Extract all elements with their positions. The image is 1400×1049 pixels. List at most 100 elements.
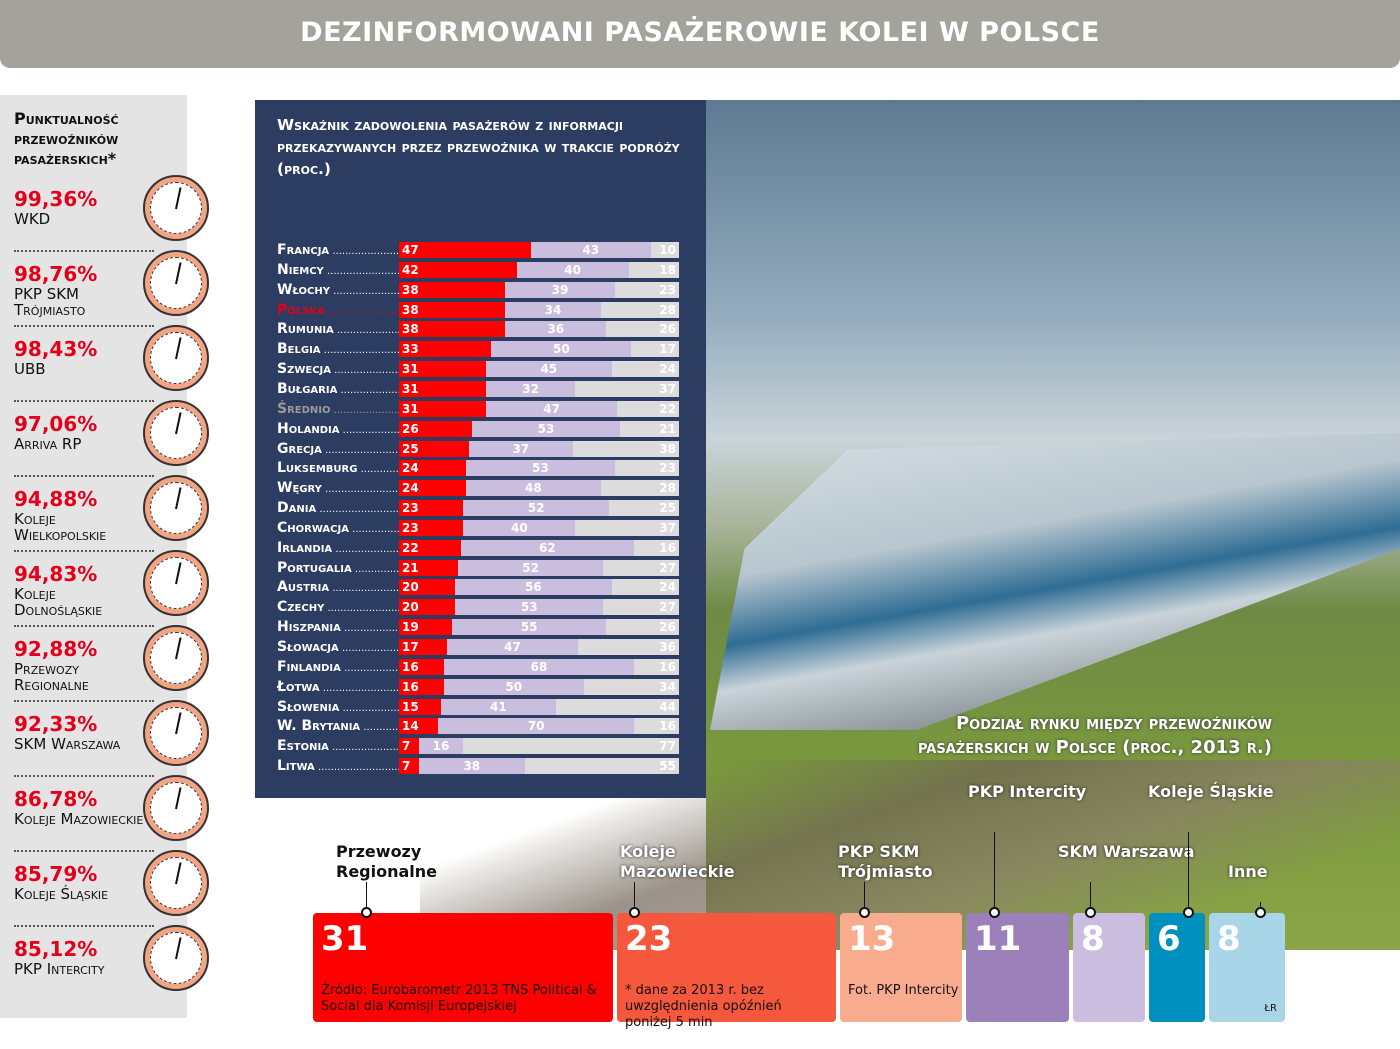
clock-icon bbox=[143, 250, 209, 316]
carrier-name: Arriva RP bbox=[14, 435, 82, 453]
bar-segment-3: 27 bbox=[603, 559, 679, 576]
carrier-name: Koleje Wielkopolskie bbox=[14, 510, 107, 544]
note-author: ŁR bbox=[1264, 1003, 1277, 1014]
market-share-title: Podział rynku między przewoźników pasaże… bbox=[917, 713, 1272, 758]
bar-segment-2: 62 bbox=[460, 539, 635, 556]
bar-row: Średnio314722 bbox=[255, 400, 706, 418]
punctuality-value: 94,88% bbox=[14, 487, 98, 511]
market-value: 11 bbox=[974, 919, 1022, 959]
bar-segment-2: 70 bbox=[438, 718, 635, 735]
bar-row: Polska383428 bbox=[255, 301, 706, 319]
category-label: Słowenia bbox=[277, 698, 399, 718]
bar-segment-2: 50 bbox=[491, 341, 632, 358]
punctuality-item: 92,88% Przewozy Regionalne bbox=[0, 625, 220, 712]
clock-icon bbox=[143, 175, 209, 241]
bar-row: Finlandia166816 bbox=[255, 658, 706, 676]
bar-segment-2: 45 bbox=[485, 361, 612, 378]
bar-row: Luksemburg245323 bbox=[255, 459, 706, 477]
category-label: Hiszpania bbox=[277, 618, 399, 638]
bar-segment-3: 34 bbox=[583, 678, 679, 695]
bar-segment-3: 10 bbox=[651, 242, 679, 258]
bar-row: Litwa73855 bbox=[255, 757, 706, 775]
bar-segment-2: 53 bbox=[466, 460, 615, 477]
market-label: Inne bbox=[1228, 862, 1268, 881]
bar-segment-2: 32 bbox=[485, 380, 576, 397]
clock-icon bbox=[143, 400, 209, 466]
punctuality-value: 85,12% bbox=[14, 937, 98, 961]
punctuality-value: 99,36% bbox=[14, 187, 98, 211]
category-label: Finlandia bbox=[277, 658, 399, 678]
bar-segment-2: 40 bbox=[516, 261, 629, 278]
bar-segment-2: 56 bbox=[455, 579, 612, 596]
category-label: W. Brytania bbox=[277, 717, 399, 737]
clock-icon bbox=[143, 325, 209, 391]
bar-segment-3: 44 bbox=[555, 698, 679, 715]
bar-segment-1: 31 bbox=[399, 380, 486, 397]
bar-segment-1: 15 bbox=[399, 698, 441, 715]
bar-segment-2: 40 bbox=[463, 519, 576, 536]
bar-segment-3: 26 bbox=[606, 619, 679, 636]
divider bbox=[14, 925, 154, 927]
bar-segment-1: 38 bbox=[399, 321, 506, 338]
bar-segment-3: 21 bbox=[620, 420, 679, 437]
clock-icon bbox=[143, 475, 209, 541]
bar-segment-3: 28 bbox=[600, 480, 679, 497]
bar-segment-2: 36 bbox=[505, 321, 607, 338]
bar-segment-1: 24 bbox=[399, 460, 467, 477]
punctuality-item: 94,83% Koleje Dolnośląskie bbox=[0, 550, 220, 637]
punctuality-value: 98,76% bbox=[14, 262, 98, 286]
bar-row: Rumunia383626 bbox=[255, 320, 706, 338]
bar-row: Dania235225 bbox=[255, 499, 706, 517]
bar-segment-3: 17 bbox=[631, 341, 679, 358]
bar-segment-3: 36 bbox=[578, 639, 679, 655]
punctuality-title: Punktualność przewoźników pasażerskich* bbox=[14, 109, 119, 168]
bar-segment-1: 22 bbox=[399, 539, 461, 556]
bar-segment-1: 31 bbox=[399, 400, 486, 417]
punctuality-item: 86,78% Koleje Mazowieckie bbox=[0, 775, 220, 862]
divider bbox=[14, 850, 154, 852]
bar-segment-3: 18 bbox=[628, 261, 679, 278]
punctuality-value: 92,33% bbox=[14, 712, 98, 736]
market-label: PKP Intercity bbox=[968, 782, 1087, 801]
bar-segment-2: 37 bbox=[469, 440, 573, 457]
category-label: Chorwacja bbox=[277, 519, 399, 539]
market-bar: 31 Źródło: Eurobarometr 2013 TNS Politica… bbox=[313, 913, 613, 1022]
punctuality-panel: Punktualność przewoźników pasażerskich* … bbox=[0, 95, 209, 1018]
category-label: Włochy bbox=[277, 281, 399, 301]
carrier-name: Koleje Mazowieckie bbox=[14, 810, 144, 828]
bar-segment-3: 16 bbox=[634, 718, 679, 735]
market-bar: 13 Fot. PKP Intercity bbox=[840, 913, 962, 1022]
category-label: Grecja bbox=[277, 440, 399, 460]
bar-segment-3: 55 bbox=[525, 758, 679, 775]
bar-segment-2: 34 bbox=[505, 301, 601, 318]
bar-segment-2: 41 bbox=[441, 698, 556, 715]
bar-segment-1: 16 bbox=[399, 678, 444, 695]
bar-row: Holandia265321 bbox=[255, 420, 706, 438]
market-bar: 6 bbox=[1149, 913, 1205, 1022]
divider bbox=[14, 475, 154, 477]
bar-row: Bułgaria313237 bbox=[255, 380, 706, 398]
carrier-name: PKP Intercity bbox=[14, 960, 105, 978]
divider bbox=[14, 325, 154, 327]
bar-segment-1: 26 bbox=[399, 420, 472, 437]
bar-row: Włochy383923 bbox=[255, 281, 706, 299]
bar-segment-2: 39 bbox=[505, 281, 615, 298]
bar-segment-2: 47 bbox=[485, 400, 618, 417]
category-label: Dania bbox=[277, 499, 399, 519]
carrier-name: Przewozy Regionalne bbox=[14, 660, 89, 694]
bar-segment-1: 19 bbox=[399, 619, 453, 636]
bar-segment-3: 16 bbox=[634, 658, 679, 675]
bar-segment-3: 28 bbox=[600, 301, 679, 318]
bar-segment-3: 38 bbox=[572, 440, 679, 457]
bar-row: Irlandia226216 bbox=[255, 539, 706, 557]
market-value: 6 bbox=[1157, 919, 1181, 959]
category-label: Szwecja bbox=[277, 360, 399, 380]
market-bar: 8 bbox=[1073, 913, 1145, 1022]
market-value: 8 bbox=[1217, 919, 1241, 959]
bar-row: Hiszpania195526 bbox=[255, 618, 706, 636]
category-label: Słowacja bbox=[277, 638, 399, 658]
bar-segment-3: 27 bbox=[603, 599, 679, 616]
bar-row: Słowacja174736 bbox=[255, 638, 706, 656]
bar-segment-2: 52 bbox=[457, 559, 604, 576]
punctuality-item: 99,36% WKD bbox=[0, 175, 220, 262]
